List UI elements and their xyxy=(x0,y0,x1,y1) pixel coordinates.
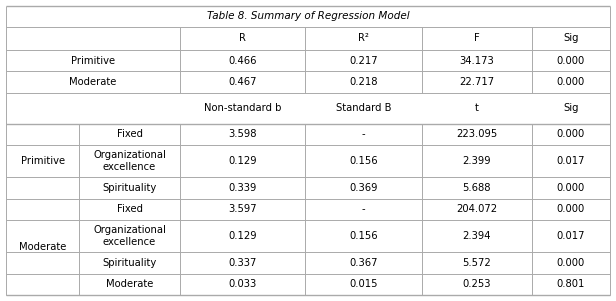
Text: Sig: Sig xyxy=(563,103,578,113)
Text: 0.000: 0.000 xyxy=(557,258,585,268)
Text: Spirituality: Spirituality xyxy=(102,258,156,268)
Text: 2.394: 2.394 xyxy=(463,231,491,241)
Text: 0.015: 0.015 xyxy=(349,279,378,289)
Text: Fixed: Fixed xyxy=(116,204,143,214)
Text: 0.000: 0.000 xyxy=(557,129,585,139)
Text: 0.000: 0.000 xyxy=(557,204,585,214)
Text: Moderate: Moderate xyxy=(69,77,116,87)
Text: 34.173: 34.173 xyxy=(460,56,494,66)
Text: R²: R² xyxy=(358,33,369,43)
Text: 0.017: 0.017 xyxy=(557,156,585,166)
Text: 0.017: 0.017 xyxy=(557,231,585,241)
Text: -: - xyxy=(362,129,365,139)
Text: 0.253: 0.253 xyxy=(463,279,491,289)
Text: t: t xyxy=(475,103,479,113)
Text: 0.217: 0.217 xyxy=(349,56,378,66)
Text: 0.467: 0.467 xyxy=(229,77,257,87)
Text: 0.337: 0.337 xyxy=(229,258,257,268)
Text: 5.688: 5.688 xyxy=(463,183,491,193)
Text: Primitive: Primitive xyxy=(71,56,115,66)
Text: Table 8. Summary of Regression Model: Table 8. Summary of Regression Model xyxy=(207,11,409,21)
Text: Non-standard b: Non-standard b xyxy=(204,103,282,113)
Text: 0.218: 0.218 xyxy=(349,77,378,87)
Text: 0.367: 0.367 xyxy=(349,258,378,268)
Text: 223.095: 223.095 xyxy=(456,129,498,139)
Text: Standard B: Standard B xyxy=(336,103,391,113)
Text: F: F xyxy=(474,33,480,43)
Text: 0.033: 0.033 xyxy=(229,279,257,289)
Text: R: R xyxy=(239,33,246,43)
Text: Fixed: Fixed xyxy=(116,129,143,139)
Text: Organizational
excellence: Organizational excellence xyxy=(93,150,166,172)
Text: 0.000: 0.000 xyxy=(557,77,585,87)
Text: 0.156: 0.156 xyxy=(349,156,378,166)
Text: 0.466: 0.466 xyxy=(229,56,257,66)
Text: 0.156: 0.156 xyxy=(349,231,378,241)
Text: 3.597: 3.597 xyxy=(229,204,257,214)
Text: 0.801: 0.801 xyxy=(557,279,585,289)
Text: Sig: Sig xyxy=(563,33,578,43)
Text: 0.129: 0.129 xyxy=(229,156,257,166)
Text: 0.369: 0.369 xyxy=(349,183,378,193)
Text: 204.072: 204.072 xyxy=(456,204,498,214)
Text: 0.000: 0.000 xyxy=(557,56,585,66)
Text: Moderate: Moderate xyxy=(106,279,153,289)
Text: 3.598: 3.598 xyxy=(229,129,257,139)
Text: Spirituality: Spirituality xyxy=(102,183,156,193)
Text: Primitive: Primitive xyxy=(21,156,65,166)
Text: Organizational
excellence: Organizational excellence xyxy=(93,225,166,247)
Text: 0.000: 0.000 xyxy=(557,183,585,193)
Text: Moderate: Moderate xyxy=(19,242,67,252)
Text: 22.717: 22.717 xyxy=(460,77,495,87)
Text: 0.339: 0.339 xyxy=(229,183,257,193)
Text: -: - xyxy=(362,204,365,214)
Text: 2.399: 2.399 xyxy=(463,156,491,166)
Text: 0.129: 0.129 xyxy=(229,231,257,241)
Text: 5.572: 5.572 xyxy=(463,258,492,268)
